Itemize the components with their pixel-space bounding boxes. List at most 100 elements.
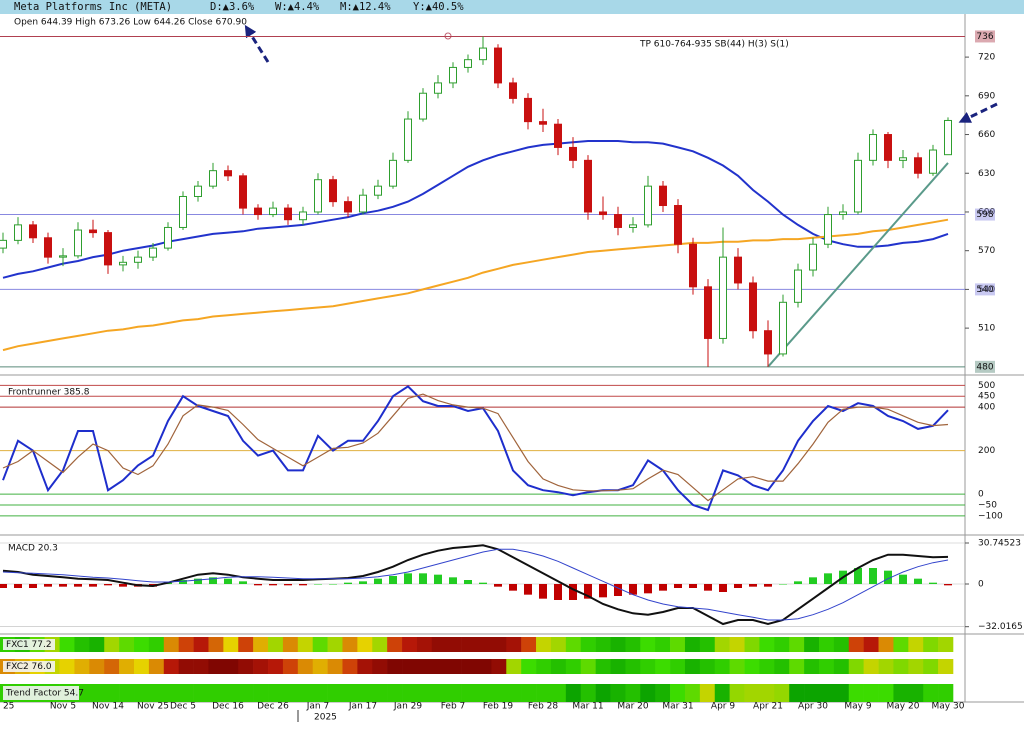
heat-cell xyxy=(521,684,537,702)
heat-cell xyxy=(253,659,269,674)
heat-cell xyxy=(759,637,775,652)
heat-cell xyxy=(833,684,850,702)
histogram-bar xyxy=(104,584,112,586)
heat-cell xyxy=(774,659,790,674)
x-tick-label: May 30 xyxy=(932,702,965,712)
heat-cell xyxy=(759,684,775,702)
histogram-bar xyxy=(584,584,592,599)
candle-body xyxy=(614,214,622,228)
heat-cell xyxy=(908,659,924,674)
candle-body xyxy=(464,59,472,68)
x-tick-label: Mar 20 xyxy=(617,702,649,712)
heat-cell xyxy=(193,637,209,652)
candle-body xyxy=(929,149,937,174)
histogram-bar xyxy=(344,582,352,584)
heat-cell xyxy=(670,659,686,674)
heat-cell xyxy=(297,659,314,674)
y-tick-label: 400 xyxy=(978,403,995,413)
heat-cell xyxy=(744,659,760,674)
level-label: 540 xyxy=(976,285,993,295)
heat-cell xyxy=(848,684,864,702)
heat-cell xyxy=(774,684,790,702)
heat-cell xyxy=(848,637,864,652)
arrow xyxy=(958,102,998,123)
y-tick-label: −100 xyxy=(978,511,1003,521)
candle-body xyxy=(704,286,712,339)
histogram-bar xyxy=(449,577,457,584)
histogram-bar xyxy=(329,584,337,585)
histogram-bar xyxy=(359,581,367,584)
heat-cell xyxy=(89,637,105,652)
heat-cell xyxy=(134,637,150,652)
candle-body xyxy=(524,97,532,123)
histogram-bar xyxy=(464,580,472,584)
heat-cell xyxy=(119,659,135,674)
heat-cell xyxy=(938,637,954,652)
level-box xyxy=(975,30,995,43)
candle-body xyxy=(389,159,397,187)
heat-cell xyxy=(104,684,120,702)
heat-cell xyxy=(595,637,611,652)
histogram-bar xyxy=(629,584,637,595)
x-tick-label: Jan 7 xyxy=(306,702,329,712)
histogram-bar xyxy=(299,584,307,586)
heat-cell xyxy=(431,659,448,674)
level-label: 736 xyxy=(976,32,993,42)
heat-cell xyxy=(282,684,299,702)
histogram-bar xyxy=(434,574,442,584)
heat-cell xyxy=(923,637,939,652)
heat-cell xyxy=(268,637,284,652)
y-tick-label: 0 xyxy=(978,490,984,500)
x-tick-label: Apr 21 xyxy=(753,702,783,712)
histogram-bar xyxy=(239,581,247,584)
x-tick-label: May 20 xyxy=(887,702,920,712)
histogram-bar xyxy=(764,584,772,587)
heat-cell xyxy=(521,659,537,674)
heat-cell xyxy=(848,659,864,674)
heat-cell xyxy=(327,637,343,652)
header-change: W:▲4.4% xyxy=(275,1,320,13)
heat-cell xyxy=(253,637,269,652)
heat-label-box xyxy=(3,686,79,700)
heat-cell xyxy=(178,659,194,674)
heat-cell xyxy=(223,637,239,652)
x-tick-label: Feb 28 xyxy=(528,702,559,712)
heat-cell xyxy=(684,659,701,674)
candle-body xyxy=(794,269,802,303)
heat-cell xyxy=(342,684,358,702)
candle-body xyxy=(779,301,787,355)
heat-cell xyxy=(357,637,373,652)
heat-cell xyxy=(119,637,135,652)
heat-cell xyxy=(268,684,284,702)
arrow xyxy=(244,24,270,63)
candle-body xyxy=(59,255,67,258)
histogram-bar xyxy=(374,578,382,584)
heat-cell xyxy=(208,637,224,652)
heat-cell xyxy=(446,659,462,674)
heat-cell xyxy=(714,684,730,702)
macd-line xyxy=(2,548,949,621)
histogram-bar xyxy=(479,582,487,584)
candle-body xyxy=(479,47,487,61)
heat-cell xyxy=(818,684,835,702)
heat-cell xyxy=(699,659,716,674)
heat-cell xyxy=(878,659,894,674)
heat-cell xyxy=(372,684,388,702)
candle-body xyxy=(239,175,247,209)
candle-body xyxy=(599,211,607,216)
histogram-bar xyxy=(659,584,667,591)
heat-cell xyxy=(580,659,596,674)
histogram-bar xyxy=(509,584,517,591)
x-tick-label: Jan 29 xyxy=(393,702,422,712)
candle-body xyxy=(149,247,157,258)
heat-cell xyxy=(491,659,507,674)
candle-body xyxy=(584,159,592,213)
heat-cell xyxy=(670,684,686,702)
heat-cell xyxy=(476,637,492,652)
x-tick-label: ct 25 xyxy=(0,702,14,712)
heat-cell xyxy=(402,637,418,652)
heat-cell xyxy=(908,637,924,652)
candle-body xyxy=(839,211,847,216)
